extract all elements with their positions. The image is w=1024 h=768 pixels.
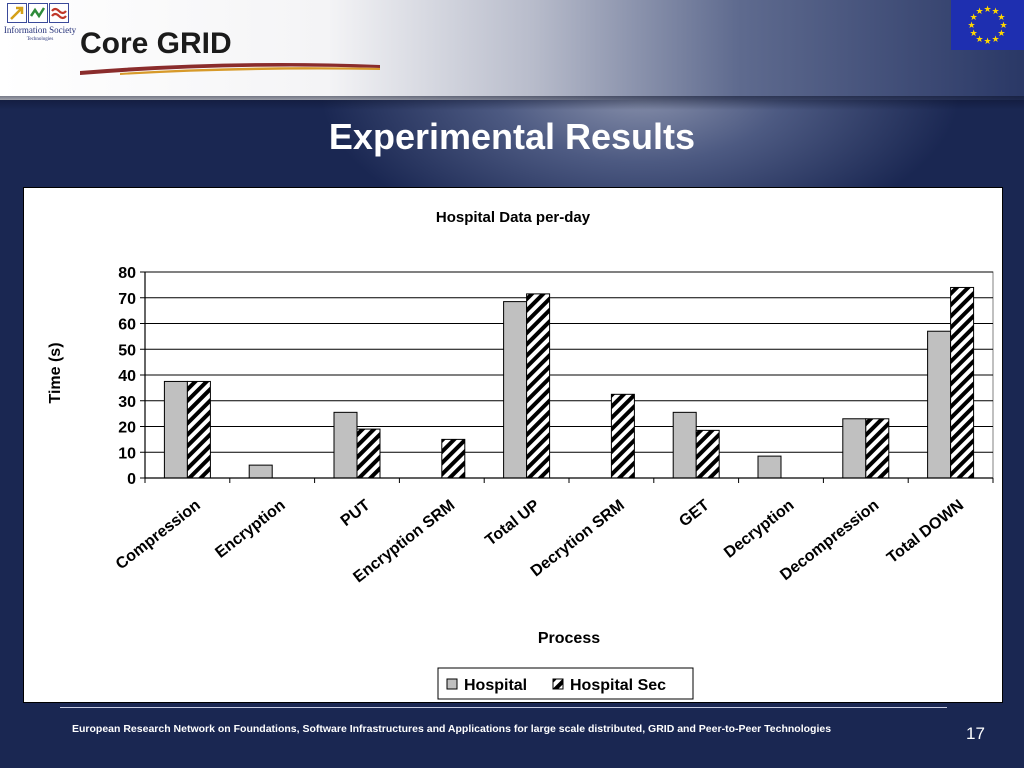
footer-text: European Research Network on Foundations…	[72, 723, 832, 735]
x-tick-label: Compression	[113, 497, 204, 573]
y-tick-label: 70	[118, 291, 136, 308]
bar-hospital-sec	[356, 428, 381, 479]
bars	[163, 286, 975, 479]
ist-approx-icon	[49, 3, 69, 23]
slide-title: Experimental Results	[328, 116, 696, 157]
coregrid-logo-text: Core GRID	[80, 27, 232, 60]
bar-hospital-sec	[441, 438, 466, 479]
header-band	[0, 0, 1024, 100]
page-number: 17	[966, 724, 985, 743]
y-axis-title: Time (s)	[47, 342, 64, 403]
bar-hospital	[248, 464, 273, 479]
bar-hospital	[503, 301, 528, 479]
bar-hospital-sec	[695, 429, 720, 479]
eu-star-icon: ★	[983, 36, 991, 46]
x-tick-label: Total UP	[482, 497, 543, 550]
ist-arrow-icon	[7, 3, 27, 23]
ist-wave-icon	[28, 3, 48, 23]
eu-star-icon: ★	[991, 34, 999, 44]
eu-star-icon: ★	[997, 12, 1005, 22]
ist-logo: Information Society Technologies	[0, 0, 80, 50]
eu-star-icon: ★	[975, 34, 983, 44]
legend-swatch-hospital	[446, 678, 458, 690]
ist-logo-text: Information Society	[3, 25, 77, 35]
eu-star-icon: ★	[983, 4, 991, 14]
ist-logo-subtext: Technologies	[26, 37, 54, 42]
y-tick-label: 50	[118, 342, 136, 359]
x-axis-title: Process	[538, 630, 600, 647]
y-tick-label: 40	[118, 368, 136, 385]
bar-hospital	[842, 418, 867, 479]
footer-divider	[60, 707, 947, 708]
legend-label-hospital: Hospital	[464, 677, 527, 694]
eu-star-icon: ★	[999, 20, 1007, 30]
bar-hospital-sec	[526, 293, 551, 479]
bar-hospital	[333, 411, 358, 479]
eu-star-icon: ★	[970, 28, 978, 38]
bar-hospital-sec	[865, 418, 890, 479]
y-tick-label: 80	[118, 265, 136, 282]
axes	[140, 271, 994, 483]
bar-hospital-sec	[950, 286, 975, 479]
chart-title: Hospital Data per-day	[436, 209, 591, 226]
eu-flag: ★ ★ ★ ★ ★ ★ ★ ★ ★ ★ ★ ★	[951, 0, 1024, 50]
ist-icons	[7, 3, 69, 23]
x-tick-label: Decrytion SRM	[528, 497, 628, 580]
bar-hospital-sec	[186, 380, 211, 479]
chart-panel: Hospital Data per-day 0 10 20 30 40 50 60 70 80 …	[23, 187, 1003, 703]
x-tick-label: Decryption	[721, 497, 797, 562]
y-tick-label: 30	[118, 394, 136, 411]
x-tick-label: GET	[676, 497, 713, 531]
x-tick-label: Total DOWN	[884, 497, 967, 567]
eu-star-icon: ★	[967, 20, 975, 30]
eu-star-icon: ★	[991, 6, 999, 16]
x-tick-label: PUT	[338, 497, 374, 530]
y-tick-label: 0	[127, 471, 136, 488]
y-tick-label: 60	[118, 317, 136, 334]
bar-hospital	[757, 455, 782, 479]
legend-label-hospital-sec: Hospital Sec	[570, 677, 666, 694]
bar-chart: Hospital Data per-day 01020304050607080 …	[47, 209, 994, 700]
header-shadow	[0, 96, 1024, 110]
bar-hospital	[927, 330, 952, 479]
y-tick-label: 10	[118, 445, 136, 462]
eu-star-icon: ★	[970, 12, 978, 22]
bar-hospital-sec	[610, 393, 635, 479]
bar-hospital	[163, 380, 188, 479]
y-tick-labels: 0 10 20 30 40 50 60 70 80	[118, 265, 136, 488]
legend-swatch-hospital-sec	[552, 678, 564, 690]
coregrid-logo: Core GRID	[80, 25, 380, 75]
legend: Hospital Hospital Sec	[437, 667, 694, 700]
bar-hospital	[672, 411, 697, 479]
coregrid-swoosh-icon	[80, 63, 380, 75]
eu-star-icon: ★	[997, 28, 1005, 38]
y-tick-label: 20	[118, 420, 136, 437]
eu-star-icon: ★	[975, 6, 983, 16]
eu-stars-icon: ★★★★★★★★★ ★ ★★	[967, 4, 1007, 46]
legend-box	[437, 667, 694, 700]
x-tick-label: Encryption	[212, 497, 288, 562]
